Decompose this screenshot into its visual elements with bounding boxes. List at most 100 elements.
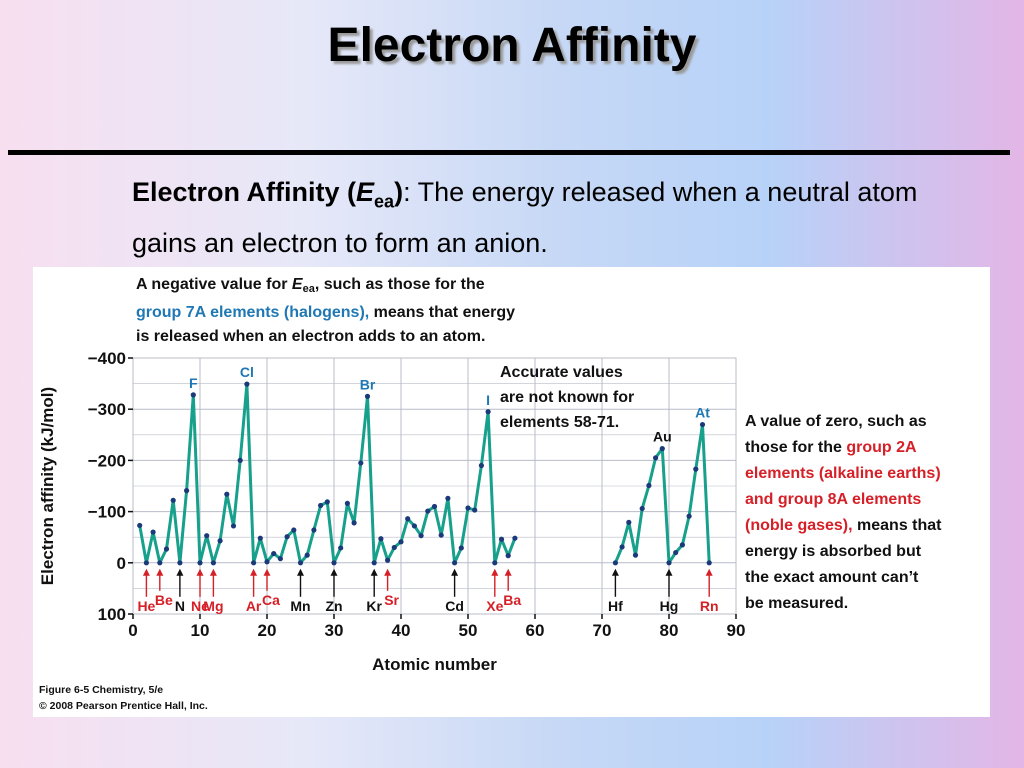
note-right-line4: and group 8A elements (745, 491, 922, 508)
zero-arrow-head (451, 568, 459, 576)
zero-arrow-head (142, 568, 150, 576)
definition-term: Electron Affinity ( (132, 177, 357, 207)
data-point (492, 560, 498, 566)
data-point (351, 520, 357, 526)
data-point (210, 560, 216, 566)
data-point (458, 545, 464, 551)
peak-label-cl: Cl (240, 364, 254, 380)
data-point (318, 502, 324, 509)
data-point (411, 523, 417, 529)
zero-label-cd: Cd (445, 598, 464, 614)
zero-arrow-head (176, 568, 184, 576)
data-point (391, 544, 397, 551)
data-point (244, 381, 250, 387)
data-point (378, 536, 384, 542)
data-point (277, 556, 283, 562)
note-accurate-line2: are not known for (500, 389, 635, 406)
x-tick-label: 30 (325, 621, 344, 640)
zero-label-hg: Hg (660, 598, 679, 614)
zero-arrow-head (491, 568, 499, 576)
data-point (184, 488, 190, 494)
data-point (311, 527, 317, 533)
peak-label-i: I (486, 392, 490, 408)
zero-arrow-head (370, 568, 378, 576)
data-point (706, 560, 712, 566)
data-point (297, 560, 304, 566)
x-tick-label: 90 (727, 621, 746, 640)
zero-label-rn: Rn (700, 598, 719, 614)
data-point (364, 393, 371, 399)
data-point (679, 542, 686, 548)
data-point (324, 499, 330, 505)
data-point (224, 491, 230, 497)
caption-line1: Figure 6-5 Chemistry, 5/e (39, 684, 164, 696)
zero-label-n: N (175, 598, 185, 614)
data-point (251, 560, 257, 566)
zero-label-xe: Xe (486, 598, 503, 614)
data-point (445, 495, 451, 501)
data-point (472, 507, 478, 513)
zero-arrow-head (209, 568, 217, 576)
data-point (331, 560, 337, 566)
data-point (371, 560, 377, 566)
data-point (230, 523, 237, 529)
data-point (304, 552, 310, 558)
y-tick-label: −300 (88, 400, 126, 419)
figure-caption: Figure 6-5 Chemistry, 5/e © 2008 Pearson… (39, 682, 339, 714)
zero-arrow-head (250, 568, 258, 576)
note-right-line2: those for the group 2A (745, 439, 917, 456)
data-point (284, 534, 290, 540)
zero-label-ar: Ar (246, 598, 262, 614)
y-tick-label: −100 (88, 503, 126, 522)
data-point (143, 560, 149, 566)
series-line-1 (138, 382, 517, 565)
note-top-line2: group 7A elements (halogens), means that… (136, 304, 516, 321)
zero-label-mn: Mn (290, 598, 310, 614)
data-point (405, 516, 411, 522)
zero-label-be: Be (155, 592, 173, 608)
electron-affinity-figure: −400 −300 −200 −100 0 100 0 10 20 30 40 50 60 70 80 90 A… (33, 267, 990, 717)
note-right-line1: A value of zero, such as (745, 413, 927, 430)
note-top-line3: is released when an electron adds to an … (136, 328, 486, 345)
data-point (512, 535, 518, 541)
definition-symbol: E (356, 177, 375, 207)
x-tick-label: 0 (128, 621, 137, 640)
data-point (653, 455, 659, 461)
data-point (498, 536, 505, 542)
data-point (358, 460, 364, 466)
peak-label-f: F (189, 375, 198, 391)
data-point (418, 533, 424, 539)
note-accurate-line3: elements 58-71. (500, 414, 620, 431)
note-right-line5: (noble gases), means that (745, 517, 942, 534)
note-top-line1: A negative value for Eea, such as those … (136, 276, 485, 295)
x-tick-label: 10 (191, 621, 210, 640)
data-point (137, 522, 143, 529)
data-point (505, 553, 511, 559)
zero-arrow-head (156, 568, 164, 576)
y-tick-label: −400 (88, 349, 126, 368)
x-tick-label: 70 (593, 621, 612, 640)
data-point (438, 532, 444, 538)
definition-term-close: ) (394, 177, 404, 207)
zero-label-sr: Sr (384, 592, 399, 608)
note-right-line8: be measured. (745, 595, 849, 612)
series-line-2 (614, 423, 711, 565)
y-axis-label: Electron affinity (kJ/mol) (38, 387, 57, 585)
data-point (666, 560, 672, 566)
data-point (612, 560, 619, 566)
x-tick-label: 40 (392, 621, 411, 640)
slide-title: Electron Affinity (327, 19, 697, 72)
note-right-line7: the exact amount can’t (745, 569, 919, 586)
data-point (632, 552, 639, 558)
zero-label-ne: Ne (191, 598, 209, 614)
data-point (626, 519, 632, 525)
peak-label-au: Au (653, 429, 672, 445)
zero-arrow-head (297, 568, 304, 576)
x-tick-label: 50 (459, 621, 478, 640)
data-point (659, 446, 665, 452)
data-point (425, 508, 431, 514)
zero-label-ba: Ba (503, 592, 521, 608)
data-point (157, 560, 163, 566)
note-right-line6: energy is absorbed but (745, 543, 922, 560)
